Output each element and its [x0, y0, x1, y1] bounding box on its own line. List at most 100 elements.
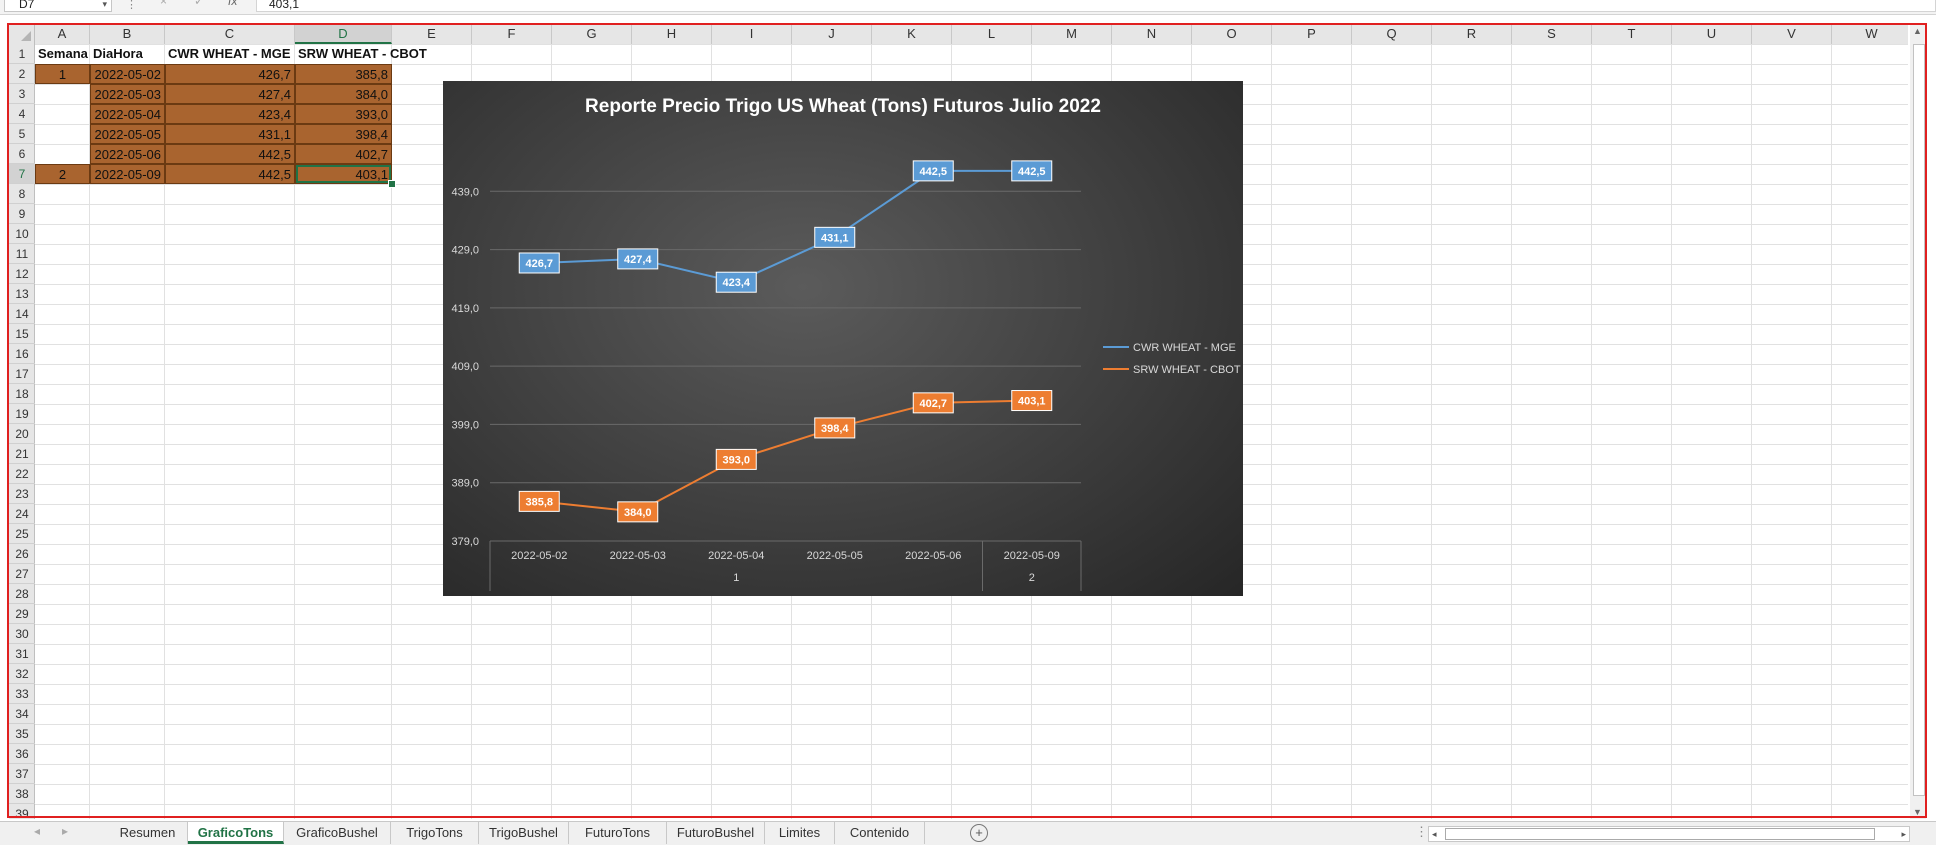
column-header-f[interactable]: F: [472, 24, 552, 44]
fill-handle[interactable]: [388, 180, 396, 188]
column-header-p[interactable]: P: [1272, 24, 1352, 44]
next-sheet-icon[interactable]: ▸: [62, 824, 69, 838]
row-header-33[interactable]: 33: [9, 684, 35, 704]
column-header-e[interactable]: E: [392, 24, 472, 44]
column-header-j[interactable]: J: [792, 24, 872, 44]
row-header-26[interactable]: 26: [9, 544, 35, 564]
column-header-k[interactable]: K: [872, 24, 952, 44]
column-header-b[interactable]: B: [90, 24, 165, 44]
select-all-corner[interactable]: [9, 24, 35, 44]
column-header-q[interactable]: Q: [1352, 24, 1432, 44]
sheet-tab-trigotons[interactable]: TrigoTons: [391, 822, 479, 844]
row-header-15[interactable]: 15: [9, 324, 35, 344]
row-header-16[interactable]: 16: [9, 344, 35, 364]
table-cell[interactable]: 2022-05-06: [90, 144, 165, 164]
row-header-13[interactable]: 13: [9, 284, 35, 304]
scroll-left-icon[interactable]: ◂: [1432, 829, 1437, 839]
row-header-5[interactable]: 5: [9, 124, 35, 144]
row-header-30[interactable]: 30: [9, 624, 35, 644]
table-cell[interactable]: [35, 144, 90, 164]
table-cell[interactable]: [35, 84, 90, 104]
row-header-21[interactable]: 21: [9, 444, 35, 464]
row-header-8[interactable]: 8: [9, 184, 35, 204]
table-cell[interactable]: [35, 124, 90, 144]
column-header-a[interactable]: A: [35, 24, 90, 44]
sheet-tab-graficotons[interactable]: GraficoTons: [188, 822, 284, 844]
table-cell[interactable]: 393,0: [295, 104, 392, 124]
header-cell[interactable]: DiaHora: [93, 46, 143, 61]
row-header-22[interactable]: 22: [9, 464, 35, 484]
sheet-tab-trigobushel[interactable]: TrigoBushel: [479, 822, 569, 844]
sheet-tab-futurobushel[interactable]: FuturoBushel: [667, 822, 765, 844]
column-header-l[interactable]: L: [952, 24, 1032, 44]
table-cell[interactable]: 2: [35, 164, 90, 184]
scroll-down-icon[interactable]: ▼: [1913, 807, 1922, 817]
row-header-14[interactable]: 14: [9, 304, 35, 324]
row-header-4[interactable]: 4: [9, 104, 35, 124]
more-options-icon[interactable]: ⋮: [1415, 824, 1428, 839]
row-header-34[interactable]: 34: [9, 704, 35, 724]
row-header-9[interactable]: 9: [9, 204, 35, 224]
row-header-12[interactable]: 12: [9, 264, 35, 284]
header-cell[interactable]: SRW WHEAT - CBOT: [298, 46, 427, 61]
row-header-35[interactable]: 35: [9, 724, 35, 744]
table-cell[interactable]: 2022-05-09: [90, 164, 165, 184]
column-header-m[interactable]: M: [1032, 24, 1112, 44]
horizontal-scrollbar[interactable]: ◂ ▸: [1428, 826, 1910, 842]
table-cell[interactable]: 427,4: [165, 84, 295, 104]
table-cell[interactable]: 402,7: [295, 144, 392, 164]
table-cell[interactable]: 2022-05-03: [90, 84, 165, 104]
row-header-32[interactable]: 32: [9, 664, 35, 684]
table-cell[interactable]: 442,5: [165, 144, 295, 164]
formula-input[interactable]: 403,1: [256, 0, 1936, 12]
name-box[interactable]: D7 ▾: [4, 0, 112, 12]
column-header-i[interactable]: I: [712, 24, 792, 44]
column-header-u[interactable]: U: [1672, 24, 1752, 44]
table-cell[interactable]: 431,1: [165, 124, 295, 144]
table-cell[interactable]: 1: [35, 64, 90, 84]
row-header-29[interactable]: 29: [9, 604, 35, 624]
add-sheet-icon[interactable]: +: [970, 824, 988, 842]
column-header-s[interactable]: S: [1512, 24, 1592, 44]
sheet-tab-futurotons[interactable]: FuturoTons: [569, 822, 667, 844]
row-header-1[interactable]: 1: [9, 44, 35, 64]
row-header-25[interactable]: 25: [9, 524, 35, 544]
column-header-t[interactable]: T: [1592, 24, 1672, 44]
table-cell[interactable]: 423,4: [165, 104, 295, 124]
column-header-g[interactable]: G: [552, 24, 632, 44]
table-cell[interactable]: [35, 104, 90, 124]
row-header-18[interactable]: 18: [9, 384, 35, 404]
table-cell[interactable]: 2022-05-05: [90, 124, 165, 144]
row-header-24[interactable]: 24: [9, 504, 35, 524]
scroll-right-icon[interactable]: ▸: [1901, 829, 1906, 839]
row-header-17[interactable]: 17: [9, 364, 35, 384]
row-header-3[interactable]: 3: [9, 84, 35, 104]
row-header-7[interactable]: 7: [9, 164, 35, 184]
column-header-d[interactable]: D: [295, 24, 392, 44]
row-header-10[interactable]: 10: [9, 224, 35, 244]
sheet-tab-contenido[interactable]: Contenido: [835, 822, 925, 844]
row-header-19[interactable]: 19: [9, 404, 35, 424]
column-header-v[interactable]: V: [1752, 24, 1832, 44]
row-header-11[interactable]: 11: [9, 244, 35, 264]
column-header-w[interactable]: W: [1832, 24, 1908, 44]
sheet-tab-limites[interactable]: Limites: [765, 822, 835, 844]
row-header-38[interactable]: 38: [9, 784, 35, 804]
column-header-r[interactable]: R: [1432, 24, 1512, 44]
row-header-39[interactable]: 39: [9, 804, 35, 819]
row-header-23[interactable]: 23: [9, 484, 35, 504]
chevron-down-icon[interactable]: ▾: [102, 0, 107, 9]
fx-icon[interactable]: fx: [228, 0, 238, 8]
column-header-n[interactable]: N: [1112, 24, 1192, 44]
sheet-tab-graficobushel[interactable]: GraficoBushel: [284, 822, 391, 844]
scroll-up-icon[interactable]: ▲: [1913, 26, 1922, 36]
row-header-27[interactable]: 27: [9, 564, 35, 584]
table-cell[interactable]: 2022-05-04: [90, 104, 165, 124]
table-cell[interactable]: 403,1: [295, 164, 392, 184]
cancel-icon[interactable]: ×: [160, 0, 168, 8]
table-cell[interactable]: 442,5: [165, 164, 295, 184]
table-cell[interactable]: 384,0: [295, 84, 392, 104]
table-cell[interactable]: 2022-05-02: [90, 64, 165, 84]
column-header-h[interactable]: H: [632, 24, 712, 44]
